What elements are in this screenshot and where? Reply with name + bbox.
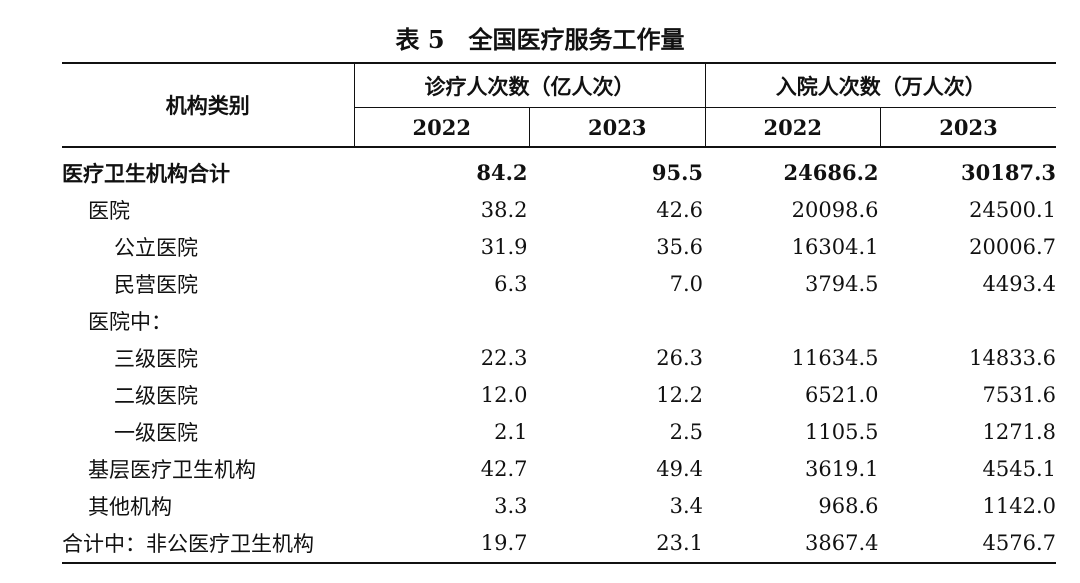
cell-visits-2023: 26.3 [656, 346, 703, 371]
row-label: 二级医院 [114, 384, 198, 409]
cell-admissions-2022: 20098.6 [791, 197, 879, 222]
header-row-groups: 机构类别 诊疗人次数（亿人次） 入院人次数（万人次） [62, 62, 1056, 148]
cell-visits-2022: 19.7 [354, 524, 530, 565]
table-row: 医院 38.2 42.6 20098.6 24500.1 [62, 191, 1056, 228]
cell-visits-2022: 2.1 [494, 420, 528, 445]
table-row: 基层医疗卫生机构 42.7 49.4 3619.1 4545.1 [62, 451, 1056, 488]
cell-visits-2022: 12.0 [480, 383, 528, 408]
cell-visits-2022: 6.3 [494, 271, 528, 296]
table-row: 医院中： [62, 302, 1056, 339]
cell-admissions-2023: 1271.8 [982, 420, 1056, 445]
cell-admissions-2023: 4545.1 [982, 457, 1056, 482]
cell-admissions-2022: 16304.1 [791, 234, 879, 259]
cell-admissions-2023: 7531.6 [982, 383, 1056, 408]
cell-admissions-2022: 11634.5 [791, 346, 879, 371]
cell-admissions-2023: 4493.4 [982, 271, 1056, 296]
year-header-admissions-2022: 2022 [705, 107, 881, 148]
cell-admissions-2022: 3619.1 [805, 457, 879, 482]
cell-visits-2023: 12.2 [656, 383, 703, 408]
cell-admissions-2023: 20006.7 [969, 234, 1056, 259]
row-label: 基层医疗卫生机构 [88, 458, 256, 483]
cell-visits-2022: 3.3 [494, 494, 528, 519]
cell-visits-2023: 35.6 [656, 234, 703, 259]
year-header-visits-2022: 2022 [354, 107, 530, 148]
row-label: 公立医院 [114, 235, 198, 260]
category-header: 机构类别 [62, 62, 355, 148]
table-row: 民营医院 6.3 7.0 3794.5 4493.4 [62, 265, 1056, 302]
table-row: 合计中：非公医疗卫生机构 19.7 23.1 3867.4 4576.7 [62, 524, 1056, 565]
table-header: 机构类别 诊疗人次数（亿人次） 入院人次数（万人次） 2022 2023 202… [62, 62, 1056, 148]
year-header-visits-2023: 2023 [529, 107, 706, 148]
cell-admissions-2023 [881, 302, 1057, 339]
cell-admissions-2023: 24500.1 [969, 197, 1056, 222]
cell-visits-2023: 3.4 [669, 494, 703, 519]
row-label: 合计中：非公医疗卫生机构 [62, 524, 354, 565]
cell-visits-2022: 38.2 [480, 197, 528, 222]
table-body: 医疗卫生机构合计 84.2 95.5 24686.2 30187.3 医院 38… [62, 147, 1056, 565]
group-header-admissions: 入院人次数（万人次） [705, 62, 1056, 108]
cell-visits-2022: 84.2 [476, 160, 528, 186]
row-label: 三级医院 [114, 347, 198, 372]
row-label: 其他机构 [88, 495, 172, 520]
medical-service-table: 机构类别 诊疗人次数（亿人次） 入院人次数（万人次） 2022 2023 202… [62, 62, 1056, 565]
cell-admissions-2022 [705, 302, 881, 339]
table-row: 医疗卫生机构合计 84.2 95.5 24686.2 30187.3 [62, 147, 1056, 191]
cell-admissions-2023: 1142.0 [982, 494, 1056, 519]
cell-visits-2023: 95.5 [651, 160, 703, 186]
cell-admissions-2023: 4576.7 [880, 524, 1056, 565]
cell-visits-2023: 2.5 [669, 420, 703, 445]
row-label: 民营医院 [114, 272, 198, 297]
header-row-years: 2022 2023 2022 2023 [62, 107, 1056, 148]
row-label: 医院 [88, 198, 130, 223]
cell-visits-2023: 23.1 [529, 524, 705, 565]
cell-admissions-2022: 1105.5 [805, 420, 879, 445]
table-row: 公立医院 31.9 35.6 16304.1 20006.7 [62, 228, 1056, 265]
cell-visits-2022: 22.3 [480, 346, 528, 371]
cell-visits-2023 [530, 302, 706, 339]
table-row: 三级医院 22.3 26.3 11634.5 14833.6 [62, 339, 1056, 376]
table-title: 表 5 全国医疗服务工作量 [395, 25, 685, 54]
group-header-visits: 诊疗人次数（亿人次） [354, 62, 706, 108]
table-row: 其他机构 3.3 3.4 968.6 1142.0 [62, 488, 1056, 525]
cell-visits-2023: 49.4 [656, 457, 703, 482]
cell-admissions-2022: 3867.4 [705, 524, 881, 565]
cell-admissions-2023: 30187.3 [961, 160, 1056, 186]
row-label: 一级医院 [114, 421, 198, 446]
table-row: 二级医院 12.0 12.2 6521.0 7531.6 [62, 377, 1056, 414]
table-row: 一级医院 2.1 2.5 1105.5 1271.8 [62, 414, 1056, 451]
row-label: 医院中： [88, 309, 172, 334]
cell-admissions-2022: 6521.0 [805, 383, 879, 408]
cell-visits-2023: 42.6 [656, 197, 703, 222]
cell-visits-2022: 42.7 [480, 457, 528, 482]
cell-admissions-2023: 14833.6 [969, 346, 1056, 371]
cell-visits-2023: 7.0 [669, 271, 703, 296]
cell-visits-2022 [354, 302, 530, 339]
row-label: 医疗卫生机构合计 [62, 160, 230, 186]
cell-visits-2022: 31.9 [480, 234, 528, 259]
cell-admissions-2022: 968.6 [818, 494, 879, 519]
year-header-admissions-2023: 2023 [880, 107, 1056, 148]
cell-admissions-2022: 24686.2 [783, 160, 879, 186]
cell-admissions-2022: 3794.5 [805, 271, 879, 296]
